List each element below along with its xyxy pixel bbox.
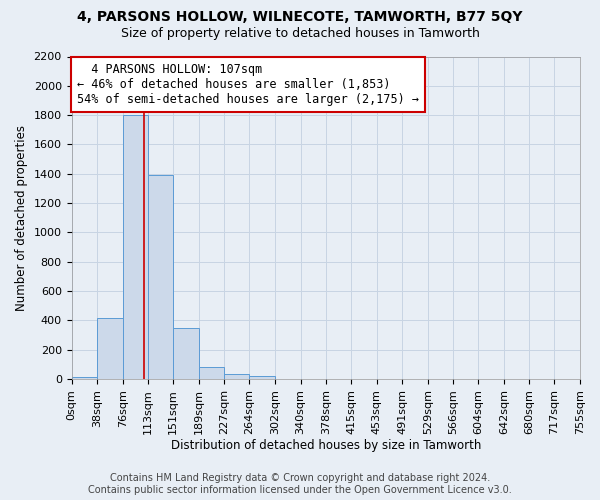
Text: Contains HM Land Registry data © Crown copyright and database right 2024.
Contai: Contains HM Land Registry data © Crown c… [88,474,512,495]
Bar [148,176,173,379]
Bar [224,374,250,379]
X-axis label: Distribution of detached houses by size in Tamworth: Distribution of detached houses by size … [170,440,481,452]
Bar [71,377,97,379]
Y-axis label: Number of detached properties: Number of detached properties [15,125,28,311]
Bar [199,368,224,379]
Bar [173,328,199,379]
Text: 4, PARSONS HOLLOW, WILNECOTE, TAMWORTH, B77 5QY: 4, PARSONS HOLLOW, WILNECOTE, TAMWORTH, … [77,10,523,24]
Text: Size of property relative to detached houses in Tamworth: Size of property relative to detached ho… [121,28,479,40]
Bar [97,318,123,379]
Text: 4 PARSONS HOLLOW: 107sqm
← 46% of detached houses are smaller (1,853)
54% of sem: 4 PARSONS HOLLOW: 107sqm ← 46% of detach… [77,63,419,106]
Bar [123,115,148,379]
Bar [250,376,275,379]
